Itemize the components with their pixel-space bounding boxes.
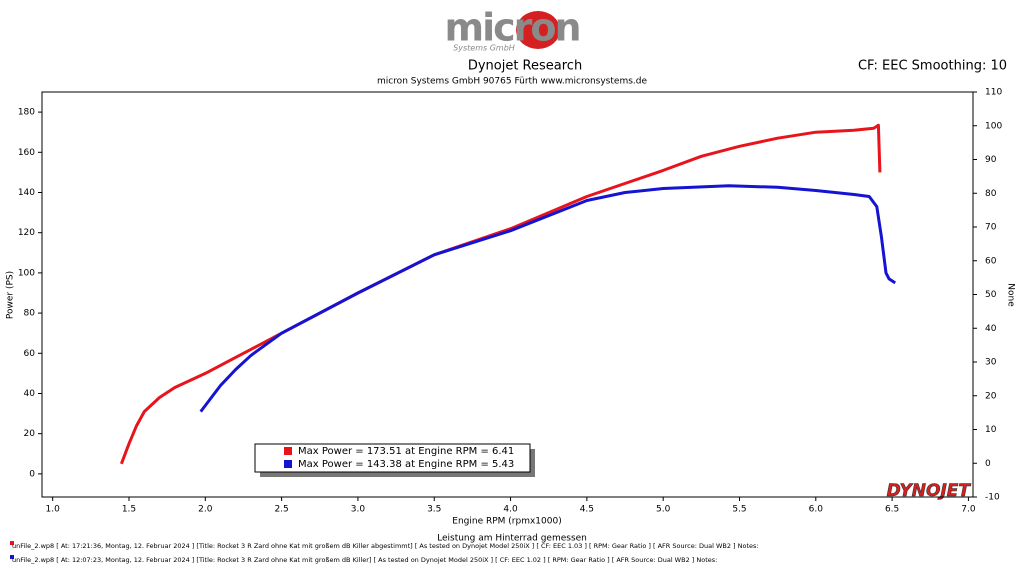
series-line: [119, 123, 882, 465]
y2-tick-label: 10: [985, 425, 997, 435]
y2-tick-label: 100: [985, 121, 1002, 131]
x-tick-label: 7.0: [961, 505, 976, 515]
x-tick-label: 4.5: [580, 505, 594, 515]
y-tick-label: 180: [18, 108, 35, 118]
y2-tick-label: 20: [985, 391, 997, 401]
footer-line: unFile_2.wp8 [ At: 12:07:23, Montag, 12.…: [12, 556, 717, 564]
y2-tick-label: 60: [985, 256, 997, 266]
y-tick-label: 120: [18, 228, 35, 238]
legend-label: Max Power = 173.51 at Engine RPM = 6.41: [298, 446, 514, 457]
y-tick-label: 100: [18, 268, 35, 278]
y-tick-label: 160: [18, 148, 35, 158]
y2-tick-label: 80: [985, 189, 997, 199]
y2-tick-label: 0: [985, 459, 991, 469]
y-tick-label: 0: [29, 469, 35, 479]
logo-ring: [516, 11, 560, 49]
chart-subtitle: micron Systems GmbH 90765 Fürth www.micr…: [377, 77, 648, 87]
x-tick-label: 1.0: [46, 505, 61, 515]
x-tick-label: 3.5: [427, 505, 441, 515]
y2-tick-label: 90: [985, 155, 997, 165]
series-line: [199, 184, 897, 413]
y2-tick-label: -10: [985, 493, 1000, 503]
x-axis-label: Engine RPM (rpmx1000): [452, 517, 561, 527]
legend-swatch: [284, 460, 292, 468]
x-tick-label: 5.0: [656, 505, 671, 515]
legend-swatch: [284, 447, 292, 455]
x-tick-label: 3.0: [351, 505, 366, 515]
x-tick-label: 2.5: [274, 505, 288, 515]
y2-tick-label: 110: [985, 88, 1002, 98]
x-tick-label: 5.5: [732, 505, 746, 515]
y2-tick-label: 40: [985, 324, 997, 334]
chart-title: Dynojet Research: [468, 59, 582, 74]
y-tick-label: 20: [24, 429, 36, 439]
y-axis-label: Power (PS): [6, 271, 16, 319]
legend-box: [254, 443, 531, 473]
x-tick-label: 2.0: [198, 505, 213, 515]
footer-marker: [10, 541, 14, 545]
y2-tick-label: 70: [985, 223, 997, 233]
brand-logo: DYNOJET: [887, 481, 972, 501]
y-tick-label: 140: [18, 188, 35, 198]
legend-label: Max Power = 143.38 at Engine RPM = 5.43: [298, 459, 514, 470]
y-tick-label: 80: [24, 309, 36, 319]
x-axis-sublabel: Leistung am Hinterrad gemessen: [437, 534, 587, 544]
x-tick-label: 6.0: [809, 505, 824, 515]
x-tick-label: 6.5: [885, 505, 899, 515]
x-tick-label: 4.0: [503, 505, 518, 515]
logo-sub: Systems GmbH: [453, 44, 515, 53]
plot-frame: [41, 91, 974, 498]
y-tick-label: 40: [24, 389, 36, 399]
y2-tick-label: 30: [985, 358, 997, 368]
corner-note: CF: EEC Smoothing: 10: [858, 59, 1007, 74]
y-tick-label: 60: [24, 349, 36, 359]
footer-line: unFile_2.wp8 [ At: 17:21:36, Montag, 12.…: [12, 542, 759, 550]
x-tick-label: 1.5: [122, 505, 136, 515]
footer-marker: [10, 555, 14, 559]
y2-axis-label: None: [1006, 283, 1016, 307]
y2-tick-label: 50: [985, 290, 997, 300]
logo: micron: [444, 6, 579, 50]
